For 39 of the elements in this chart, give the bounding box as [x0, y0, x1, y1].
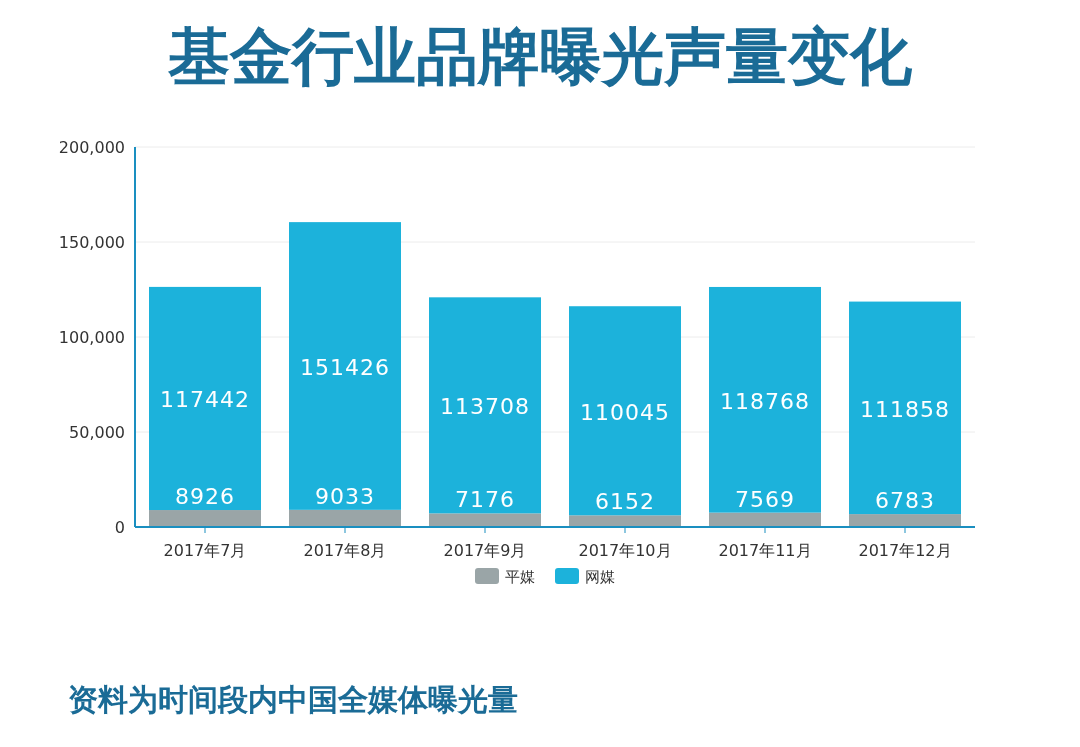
data-label: 117442 — [160, 387, 250, 413]
y-tick-label: 200,000 — [58, 138, 125, 157]
bar — [569, 306, 681, 516]
x-tick-label: 2017年7月 — [163, 541, 247, 560]
text: 资料为时间段内中国全媒体曝光量 — [68, 682, 518, 717]
x-tick-label: 2017年10月 — [578, 541, 672, 560]
data-label: 7569 — [735, 486, 795, 512]
bar — [289, 509, 401, 527]
x-tick-label: 2017年8月 — [303, 541, 387, 560]
data-label: 113708 — [440, 394, 530, 420]
x-tick-label: 2017年12月 — [858, 541, 952, 560]
data-label: 110045 — [580, 399, 670, 425]
y-tick-label: 100,000 — [58, 328, 125, 347]
bar — [429, 513, 541, 527]
data-label: 118768 — [720, 388, 810, 414]
data-label: 8926 — [175, 484, 235, 510]
data-label: 6783 — [875, 488, 935, 514]
bar — [709, 286, 821, 513]
legend-label: 平媒 — [505, 568, 535, 586]
bar — [849, 301, 961, 515]
bar — [289, 222, 401, 510]
data-label: 111858 — [860, 396, 950, 422]
y-tick-label: 50,000 — [69, 423, 125, 442]
data-label: 9033 — [315, 483, 375, 509]
x-tick-label: 2017年11月 — [718, 541, 812, 560]
x-tick-label: 2017年9月 — [443, 541, 527, 560]
data-label: 151426 — [300, 354, 390, 380]
bar — [149, 510, 261, 527]
y-tick-label: 0 — [114, 518, 125, 537]
chart-title: 基金行业品牌曝光声量变化 — [167, 20, 913, 93]
bar — [569, 515, 681, 527]
bar — [429, 297, 541, 514]
bar — [709, 512, 821, 527]
data-label: 7176 — [455, 487, 515, 513]
bar — [149, 286, 261, 511]
y-tick-label: 150,000 — [58, 233, 125, 252]
bar — [849, 514, 961, 527]
data-label: 6152 — [595, 489, 655, 515]
legend-label: 网媒 — [585, 568, 615, 586]
